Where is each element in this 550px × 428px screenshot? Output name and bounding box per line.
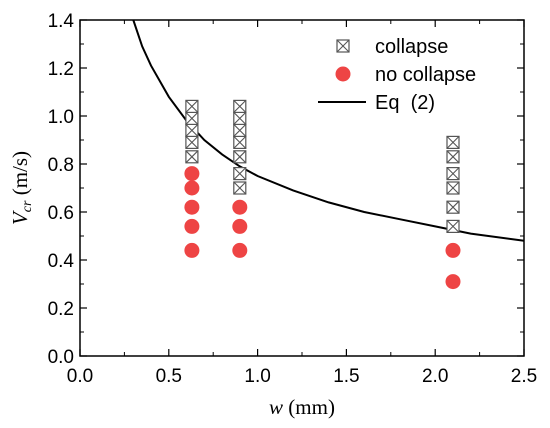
y-axis-label-main: V [8, 210, 32, 225]
y-tick-label: 1.0 [48, 107, 74, 128]
x-tick-label: 0.0 [67, 366, 93, 387]
plot-frame [79, 19, 525, 357]
legend: collapse no collapse Eq (2) [318, 36, 476, 114]
no-collapse-point [184, 199, 200, 215]
legend-label-eq2: Eq (2) [375, 92, 435, 114]
collapse-point [185, 123, 199, 137]
legend-label-collapse: collapse [375, 36, 448, 58]
collapse-point [233, 99, 247, 114]
x-tick-label: 1.0 [244, 366, 270, 387]
collapse-point [233, 123, 247, 137]
x-tick-label: 2.0 [422, 366, 448, 387]
y-tick-label: 1.4 [48, 11, 75, 32]
x-axis-label-main: w [269, 395, 283, 419]
y-tick-label: 0.2 [48, 299, 74, 320]
y-axis-label-unit: (m/s) [8, 151, 32, 201]
no-collapse-point [232, 242, 248, 258]
y-tick-label: 0.6 [48, 203, 74, 224]
x-tick-label: 0.5 [156, 366, 182, 387]
plot-content [132, 19, 525, 290]
y-tick-label: 1.2 [48, 59, 74, 80]
y-axis-label-sub: cr [20, 200, 35, 212]
y-axis-label: Vcr (m/s) [8, 151, 35, 225]
collapse-point [185, 150, 199, 164]
legend-marker-no-collapse [335, 66, 351, 82]
collapse-point [233, 135, 247, 149]
legend-marker-collapse [336, 39, 350, 53]
x-tick-label: 2.5 [511, 366, 537, 387]
collapse-point [446, 135, 460, 149]
collapse-point [446, 181, 460, 195]
collapse-point [233, 181, 247, 195]
collapse-point [446, 167, 460, 181]
legend-label-no-collapse: no collapse [375, 64, 476, 86]
collapse-point [233, 150, 247, 164]
no-collapse-point [184, 218, 200, 234]
no-collapse-point [184, 166, 200, 182]
y-tick-label: 0.0 [48, 347, 74, 368]
collapse-point [185, 135, 199, 149]
y-tick-label: 0.8 [48, 155, 74, 176]
x-axis-label-unit: (mm) [283, 395, 335, 419]
collapse-point [446, 219, 460, 233]
no-collapse-point [232, 218, 248, 234]
x-axis-label: w (mm) [269, 395, 335, 419]
collapse-point [233, 167, 247, 181]
no-collapse-point [184, 242, 200, 258]
collapse-point [446, 150, 460, 164]
y-tick-label: 0.4 [48, 251, 75, 272]
no-collapse-point [232, 199, 248, 215]
no-collapse-point [445, 242, 461, 258]
no-collapse-point [184, 180, 200, 196]
eq2-curve [132, 19, 525, 242]
x-tick-label: 1.5 [333, 366, 359, 387]
no-collapse-point [445, 274, 461, 290]
collapse-point [185, 111, 199, 126]
collapse-point [185, 99, 199, 114]
tick-labels: 0.0 0.5 1.0 1.5 2.0 2.5 0.0 0.2 0.4 0.6 0.8 1.0 1.2 1… [48, 11, 538, 387]
collapse-point [446, 200, 460, 214]
collapse-point [233, 111, 247, 126]
